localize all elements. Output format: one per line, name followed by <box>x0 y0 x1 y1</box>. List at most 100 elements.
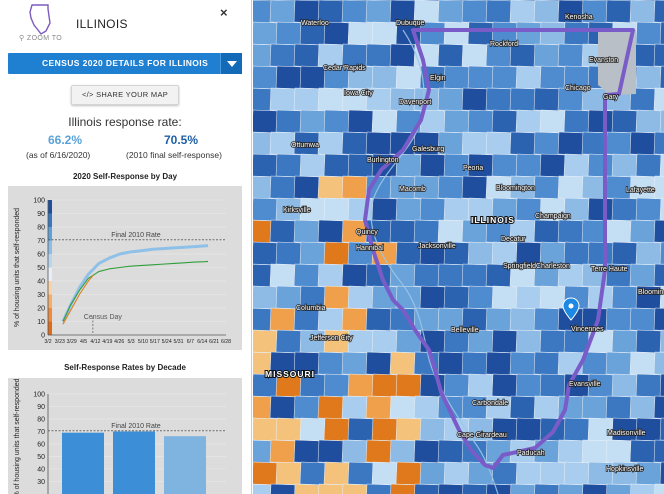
share-your-map-button[interactable]: </> SHARE YOUR MAP <box>71 85 179 105</box>
city-label: Waterloo <box>301 20 329 27</box>
response-rate-2020: 66.2% <box>48 133 83 147</box>
illinois-outline-icon[interactable] <box>28 3 54 35</box>
county-tile <box>533 395 562 420</box>
county-tile <box>323 285 352 310</box>
city-label: Madisonville <box>607 430 646 437</box>
y-tick-label: 30 <box>37 292 45 299</box>
x-tick-label: 4/5 <box>80 339 87 345</box>
county-tile <box>299 417 328 442</box>
county-tile <box>395 197 424 222</box>
county-tile <box>515 329 544 354</box>
city-label: Quincy <box>356 229 378 236</box>
county-tile <box>293 87 322 112</box>
county-tile <box>653 0 664 23</box>
county-tile <box>269 395 298 420</box>
y-axis-label: % of housing units that self-responded <box>14 378 21 494</box>
city-label: Bloomin <box>638 289 663 296</box>
county-tile <box>413 263 442 288</box>
y-tick-label: 20 <box>37 306 45 313</box>
county-tile <box>341 307 370 332</box>
county-tile <box>437 439 466 464</box>
county-tile <box>293 263 322 288</box>
county-tile <box>491 329 520 354</box>
county-tile <box>395 65 424 90</box>
county-tile <box>323 373 352 398</box>
city-label: Jacksonville <box>418 243 456 250</box>
county-tile <box>491 241 520 266</box>
x-tick-label: 5/10 <box>138 339 148 345</box>
county-tile <box>629 351 658 376</box>
county-tile <box>389 351 418 376</box>
census-details-dropdown[interactable]: CENSUS 2020 DETAILS FOR ILLINOIS <box>8 53 242 74</box>
county-tile <box>347 373 376 398</box>
county-tile <box>371 329 400 354</box>
x-tick-label: 4/19 <box>102 339 112 345</box>
county-tile <box>611 329 640 354</box>
county-tile <box>437 87 466 112</box>
y-tick-label: 60 <box>37 441 45 448</box>
county-tile <box>269 439 298 464</box>
map-canvas[interactable]: ILLINOIS MISSOURI Waterloo Dubuque Kenosha… <box>253 0 664 494</box>
county-tile <box>467 241 496 266</box>
county-tile <box>557 131 586 156</box>
close-icon[interactable]: × <box>220 5 228 20</box>
color-band <box>48 281 52 295</box>
county-tile <box>659 373 664 397</box>
county-tile <box>491 373 520 398</box>
county-tile <box>653 87 664 111</box>
lake-michigan <box>598 30 636 95</box>
reference-line-label: Final 2010 Rate <box>111 232 161 239</box>
county-tile <box>253 109 280 134</box>
chevron-down-icon[interactable] <box>220 53 242 74</box>
city-labels: Waterloo Dubuque Kenosha Rockford Evanston Ce… <box>282 13 664 474</box>
y-tick-label: 30 <box>37 479 45 486</box>
county-tile <box>629 307 658 332</box>
county-tile <box>419 461 448 486</box>
county-tile <box>515 21 544 46</box>
county-tile <box>323 197 352 222</box>
county-tile <box>539 109 568 134</box>
county-tile <box>275 461 304 486</box>
county-tile <box>366 483 394 494</box>
state-name-title: ILLINOIS <box>76 17 128 31</box>
y-tick-label: 10 <box>37 319 45 326</box>
county-tile <box>341 175 370 200</box>
map-pin-icon[interactable] <box>562 297 580 321</box>
city-label: Jefferson City <box>310 335 353 342</box>
color-band <box>48 294 52 308</box>
county-tile <box>269 219 298 244</box>
county-tile <box>395 373 424 398</box>
county-tile <box>275 241 304 266</box>
county-tile <box>539 461 568 486</box>
county-tile <box>605 439 634 464</box>
county-tile <box>653 219 664 243</box>
county-tile <box>371 373 400 398</box>
county-tile <box>558 483 586 494</box>
county-tile <box>437 263 466 288</box>
x-tick-label: 6/28 <box>221 339 231 345</box>
county-tile <box>371 417 400 442</box>
response-rate-heading: Illinois response rate: <box>68 115 182 129</box>
county-tile <box>253 21 280 46</box>
county-tile <box>533 131 562 156</box>
county-tile <box>270 483 298 494</box>
color-band <box>48 308 52 322</box>
x-tick-label: 4/12 <box>90 339 100 345</box>
reference-line-label: Final 2010 Rate <box>111 423 161 430</box>
color-band <box>48 267 52 281</box>
county-tile <box>510 483 538 494</box>
county-tile <box>605 351 634 376</box>
county-tile <box>341 351 370 376</box>
county-tile <box>395 461 424 486</box>
county-tile <box>534 483 562 494</box>
county-tile <box>323 153 352 178</box>
zoom-to-link[interactable]: ⚲ ZOOM TO <box>19 34 62 42</box>
response-rate-map[interactable]: ILLINOIS MISSOURI Waterloo Dubuque Kenosha… <box>253 0 664 494</box>
city-label: Springfield <box>503 263 536 270</box>
city-label: Cape Girardeau <box>457 432 507 439</box>
y-tick-label: 90 <box>37 211 45 218</box>
city-label: Elgin <box>430 75 446 82</box>
county-tile <box>419 285 448 310</box>
county-tile <box>341 43 370 68</box>
city-label: Bloomington <box>496 185 535 192</box>
